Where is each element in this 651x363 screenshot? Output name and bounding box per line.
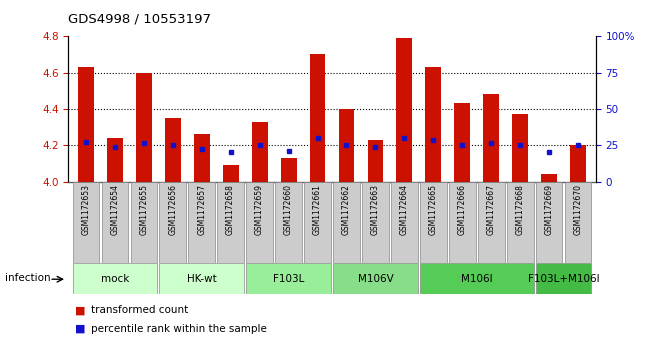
Text: GSM1172661: GSM1172661	[313, 184, 322, 235]
Bar	[421, 182, 447, 263]
Bar	[165, 118, 180, 182]
Text: percentile rank within the sample: percentile rank within the sample	[91, 323, 267, 334]
Text: GSM1172666: GSM1172666	[458, 184, 467, 235]
Text: GSM1172668: GSM1172668	[516, 184, 525, 235]
Bar	[217, 182, 243, 263]
Text: transformed count: transformed count	[91, 305, 188, 315]
Bar	[391, 182, 418, 263]
Bar	[507, 182, 534, 263]
Text: GSM1172660: GSM1172660	[284, 184, 293, 235]
Bar	[396, 38, 413, 182]
Text: F103L: F103L	[273, 274, 304, 284]
Text: ■: ■	[75, 305, 89, 315]
Bar	[454, 103, 471, 182]
Text: HK-wt: HK-wt	[187, 274, 217, 284]
Bar	[159, 263, 243, 294]
Text: M106I: M106I	[461, 274, 493, 284]
Bar	[484, 94, 499, 182]
Bar	[246, 182, 273, 263]
Text: GSM1172656: GSM1172656	[168, 184, 177, 235]
Bar	[512, 114, 529, 182]
Bar	[421, 263, 534, 294]
Bar	[333, 182, 360, 263]
Bar	[102, 182, 128, 263]
Bar	[72, 182, 99, 263]
Bar	[251, 122, 268, 182]
Text: GSM1172669: GSM1172669	[545, 184, 554, 235]
Text: GSM1172664: GSM1172664	[400, 184, 409, 235]
Text: ■: ■	[75, 323, 89, 334]
Text: GSM1172658: GSM1172658	[226, 184, 235, 235]
Bar	[72, 263, 157, 294]
Bar	[363, 182, 389, 263]
Bar	[188, 182, 215, 263]
Bar	[542, 174, 557, 182]
Bar	[536, 182, 562, 263]
Bar	[304, 182, 331, 263]
Bar	[570, 145, 587, 182]
Bar	[368, 140, 383, 182]
Bar	[130, 182, 157, 263]
Bar	[333, 263, 418, 294]
Bar	[449, 182, 476, 263]
Text: GSM1172655: GSM1172655	[139, 184, 148, 235]
Text: GSM1172659: GSM1172659	[255, 184, 264, 235]
Bar	[223, 165, 238, 182]
Text: M106V: M106V	[357, 274, 393, 284]
Text: F103L+M106I: F103L+M106I	[528, 274, 600, 284]
Text: GSM1172665: GSM1172665	[429, 184, 438, 235]
Bar	[536, 263, 592, 294]
Text: GDS4998 / 10553197: GDS4998 / 10553197	[68, 13, 212, 26]
Text: GSM1172657: GSM1172657	[197, 184, 206, 235]
Bar	[77, 67, 94, 182]
Bar	[246, 263, 331, 294]
Bar	[159, 182, 186, 263]
Bar	[339, 109, 354, 182]
Text: mock: mock	[100, 274, 129, 284]
Bar	[565, 182, 592, 263]
Bar	[135, 73, 152, 182]
Bar	[310, 54, 326, 182]
Text: GSM1172653: GSM1172653	[81, 184, 90, 235]
Text: GSM1172654: GSM1172654	[110, 184, 119, 235]
Bar	[275, 182, 301, 263]
Text: GSM1172663: GSM1172663	[371, 184, 380, 235]
Text: infection: infection	[5, 273, 51, 283]
Text: GSM1172662: GSM1172662	[342, 184, 351, 235]
Bar	[426, 67, 441, 182]
Bar	[478, 182, 505, 263]
Bar	[281, 158, 296, 182]
Text: GSM1172667: GSM1172667	[487, 184, 496, 235]
Bar	[107, 138, 122, 182]
Text: GSM1172670: GSM1172670	[574, 184, 583, 235]
Bar	[193, 134, 210, 182]
